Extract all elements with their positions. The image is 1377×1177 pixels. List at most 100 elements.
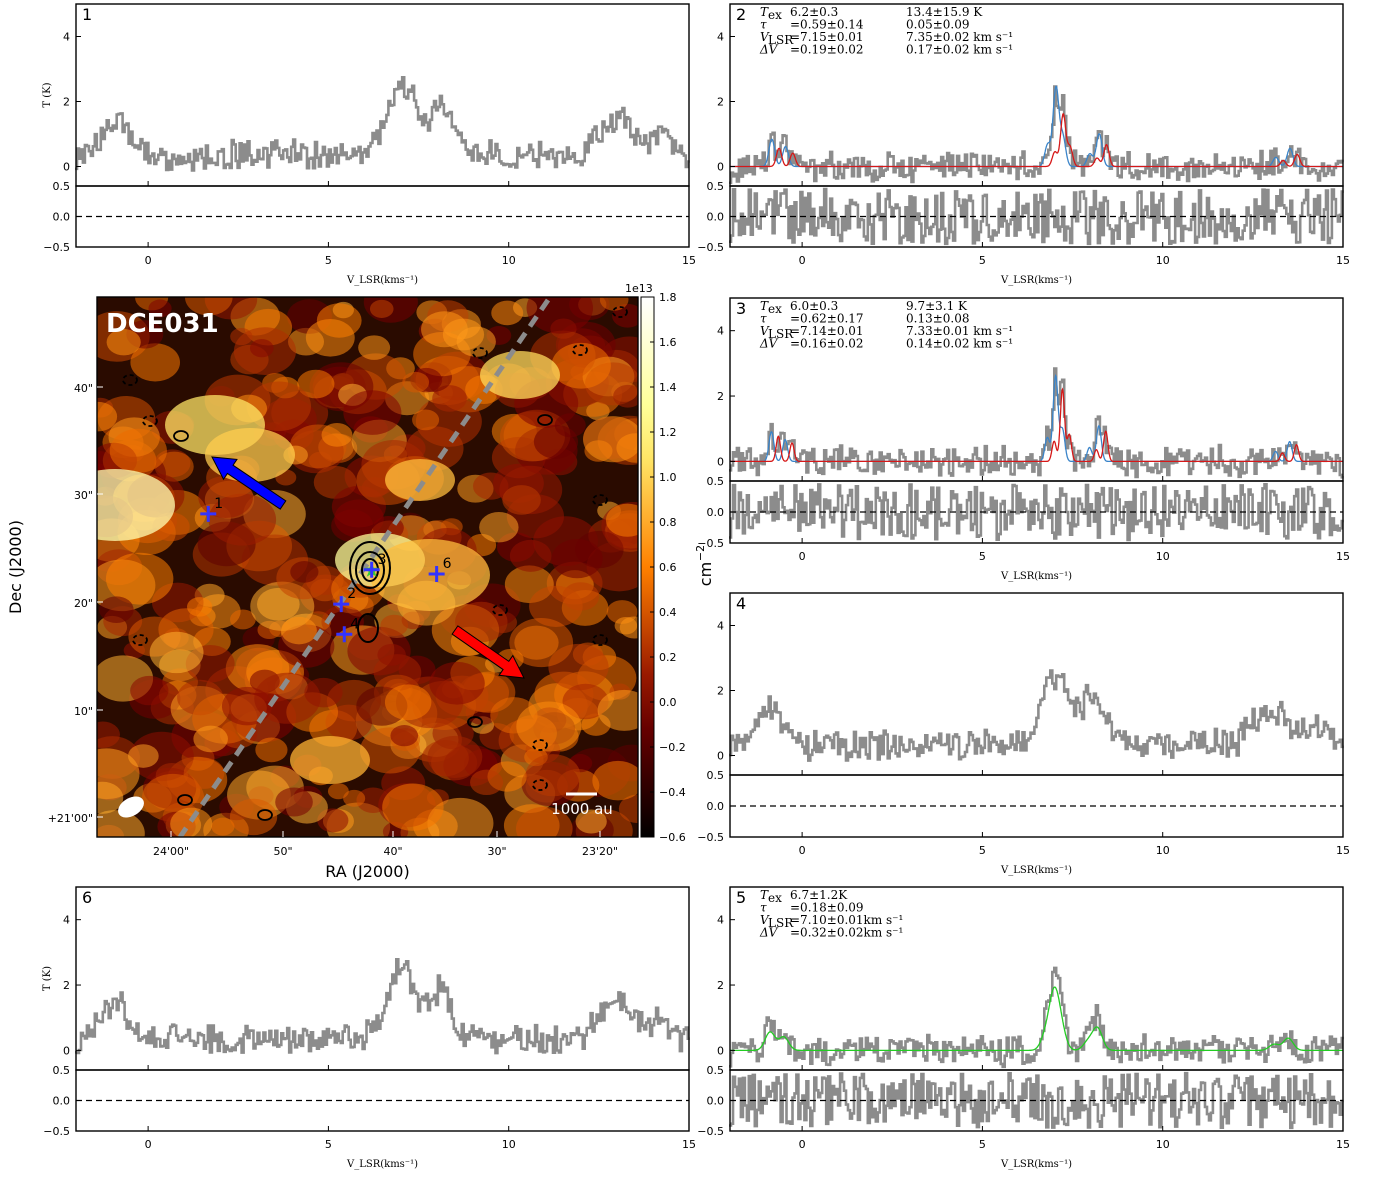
fit-value-1: =0.62±0.17 <box>790 312 864 326</box>
map-emission-blob <box>551 342 611 389</box>
map-emission-blob <box>509 618 574 668</box>
map-emission-blob <box>515 806 573 837</box>
residual-tick-label: −0.5 <box>43 1125 70 1138</box>
colorbar-tick-label: 0.4 <box>659 606 677 619</box>
residual-frame <box>729 185 1344 248</box>
map-emission-blob <box>427 797 494 837</box>
map-emission-blob <box>297 369 335 399</box>
x-tick-label: 15 <box>1336 1138 1350 1151</box>
residual-tick-label: 0.5 <box>707 475 725 488</box>
y-tick-label: 0 <box>717 1044 724 1057</box>
map-emission-blob <box>97 401 118 432</box>
map-emission-blob <box>304 677 343 708</box>
residual-tick-label: −0.5 <box>697 1125 724 1138</box>
map-emission-blob <box>290 561 319 583</box>
spectrum-line <box>75 76 690 172</box>
panel-number: 6 <box>82 888 92 907</box>
contour-noise <box>612 306 628 318</box>
x-tick-label: 10 <box>502 1138 516 1151</box>
x-tick-label: 10 <box>1156 844 1170 857</box>
map-emission-blob <box>390 725 419 747</box>
fit-param-sub: ex <box>768 891 782 905</box>
position-label-2: 2 <box>347 586 356 602</box>
map-emission-blob <box>343 789 366 807</box>
fit-component-2 <box>730 112 1343 168</box>
fit-param-sub: ex <box>768 302 782 316</box>
map-emission-blob <box>470 769 504 796</box>
map-emission-blob <box>170 807 213 837</box>
position-label-6: 6 <box>443 556 452 572</box>
map-emission-blob <box>184 297 233 316</box>
residual-frame <box>729 480 1344 544</box>
contour-noise <box>472 347 488 359</box>
residual-tick-label: 0.0 <box>53 1095 71 1108</box>
x-tick-label: 0 <box>799 844 806 857</box>
colorbar-tick-label: 1.8 <box>659 291 677 304</box>
spectrum-line <box>75 958 690 1055</box>
fit-param-name: ΔV <box>759 337 779 351</box>
map-emission-blob <box>193 725 228 753</box>
x-tick-label: 5 <box>979 844 986 857</box>
fit-value-2: 13.4±15.9 K <box>906 5 983 19</box>
map-emission-blob <box>149 631 204 674</box>
fit-value-1: 6.2±0.3 <box>790 5 838 19</box>
y-tick-label: 0 <box>717 750 724 763</box>
colorbar-tick-label: 1.4 <box>659 381 677 394</box>
colorbar-offset: 1e13 <box>625 282 653 295</box>
colorbar-tick-label: 1.2 <box>659 426 677 439</box>
x-tick-label: 10 <box>1156 254 1170 267</box>
colorbar-label-group: cm−2 <box>694 545 715 586</box>
fit-param-name: ΔV <box>759 926 779 940</box>
contour-noise <box>122 374 138 386</box>
fit-value-1: =7.10±0.01km s⁻¹ <box>790 913 903 927</box>
x-tick-label: 5 <box>979 550 986 563</box>
fit-value-1: =0.32±0.02km s⁻¹ <box>790 926 903 940</box>
contour-noise <box>592 634 608 646</box>
residual-frame <box>75 1069 690 1132</box>
x-axis-label: V_LSR(kms⁻¹) <box>346 1159 418 1170</box>
y-axis-label: T (K) <box>42 966 53 991</box>
map-emission-blob <box>502 485 541 515</box>
map-emission-blob <box>491 300 524 326</box>
dec-tick-label: 20" <box>74 597 93 610</box>
y-tick-label: 0 <box>63 1044 70 1057</box>
ra-tick-label: 23'20" <box>582 845 618 858</box>
dec-tick-label: 10" <box>74 705 93 718</box>
y-tick-label: 0 <box>717 161 724 174</box>
map-emission-blob <box>109 428 167 473</box>
x-tick-label: 0 <box>799 1138 806 1151</box>
residual-tick-label: −0.5 <box>43 241 70 254</box>
residual-tick-label: −0.5 <box>697 241 724 254</box>
fit-param-sub: ex <box>768 8 782 22</box>
dec-tick-label: +21'00" <box>48 812 93 825</box>
colorbar-tick-label: 0.0 <box>659 696 677 709</box>
map-emission-blob <box>229 798 278 836</box>
fit-value-1: =0.16±0.02 <box>790 337 864 351</box>
spectrum-panel-1: 0 5 10 15 0 2 4 0.5 0.0 −0.5 1 V_LSR(kms⁻¹) T (K) <box>42 3 696 286</box>
ra-tick-label: 24'00" <box>153 845 189 858</box>
residual-tick-label: 0.0 <box>707 800 725 813</box>
x-tick-label: 5 <box>979 254 986 267</box>
ra-tick-label: 40" <box>383 845 402 858</box>
x-tick-label: 15 <box>1336 844 1350 857</box>
residual-tick-label: 0.5 <box>707 180 725 193</box>
residual-tick-label: 0.0 <box>707 506 725 519</box>
x-tick-label: 10 <box>1156 550 1170 563</box>
colorbar-tick-label: 0.2 <box>659 651 677 664</box>
colorbar-tick-label: −0.2 <box>659 741 686 754</box>
map-emission-blob <box>255 737 288 763</box>
fit-value-1: =0.59±0.14 <box>790 18 864 32</box>
fit-value-1: =7.14±0.01 <box>790 324 864 338</box>
contour-noise <box>492 604 508 616</box>
y-tick-label: 2 <box>63 96 70 109</box>
panel-number: 3 <box>736 299 746 318</box>
residual-line <box>729 1071 1344 1130</box>
position-label-3: 3 <box>378 552 387 568</box>
plot-background <box>730 593 1343 837</box>
x-axis-label: V_LSR(kms⁻¹) <box>1000 865 1072 876</box>
residual-frame <box>729 774 1344 838</box>
y-tick-label: 0 <box>717 455 724 468</box>
position-marker-1 <box>200 505 217 522</box>
fit-value-1: =7.15±0.01 <box>790 30 864 44</box>
map-emission-blob <box>509 539 552 572</box>
